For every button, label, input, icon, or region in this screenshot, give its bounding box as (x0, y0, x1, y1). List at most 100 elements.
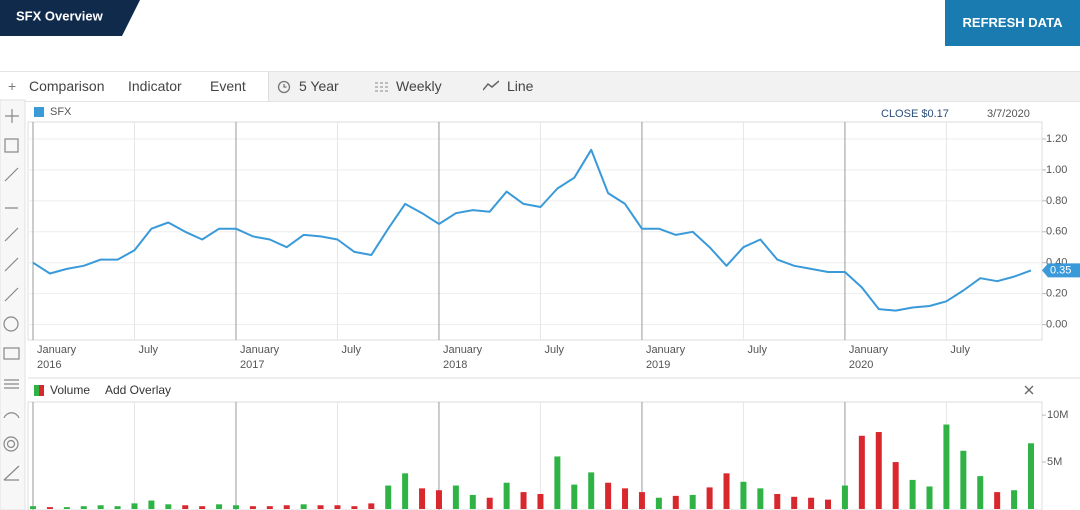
volume-bar (63, 507, 70, 509)
volume-bar (841, 485, 848, 509)
toolbar-item[interactable]: Indicator (128, 78, 182, 94)
y-tick-label: 0.00 (1046, 318, 1067, 330)
interval-icon (375, 82, 389, 92)
volume-bar (435, 490, 442, 509)
volume-bar (300, 504, 307, 509)
volume-legend: Volume (50, 383, 90, 397)
volume-bar (30, 506, 36, 509)
volume-bar (723, 473, 730, 509)
volume-bar (216, 504, 223, 509)
x-tick-label: July (950, 344, 970, 356)
refresh-button[interactable]: REFRESH DATA (945, 0, 1080, 46)
volume-bar (334, 505, 341, 509)
y-tick-label: 1.20 (1046, 133, 1067, 145)
y-tick-label: 0.80 (1046, 195, 1067, 207)
x-tick-label: January 2017 (240, 344, 280, 371)
x-tick-label: July (544, 344, 564, 356)
title-banner: SFX Overview (0, 0, 140, 36)
volume-swatch (34, 385, 39, 396)
label-line: January (240, 344, 280, 356)
volume-bar (605, 482, 612, 509)
price-frame (27, 121, 1043, 341)
toolbar-item[interactable]: Event (210, 78, 246, 94)
volume-bar (317, 505, 324, 509)
chart-style-setting[interactable]: Line (507, 78, 534, 94)
x-tick-label: January 2020 (849, 344, 889, 371)
page-title: SFX Overview (16, 8, 104, 23)
volume-bar (182, 505, 189, 509)
label-line: 2016 (37, 359, 61, 371)
y-tick-label: 0.20 (1046, 288, 1067, 300)
line-icon (483, 80, 499, 91)
y-tick-label: 0.60 (1046, 226, 1067, 238)
label-line: January (37, 344, 77, 356)
volume-bar (419, 488, 426, 509)
volume-bar (825, 499, 832, 509)
volume-bar (875, 432, 882, 509)
volume-bar (165, 504, 172, 509)
volume-bar (977, 476, 984, 509)
label-line: July (747, 344, 767, 356)
volume-bar (486, 497, 493, 509)
volume-bar (858, 435, 865, 509)
settings-bar: 5 Year Weekly Line (268, 72, 1080, 101)
volume-bar (266, 506, 273, 509)
volume-bar (1011, 490, 1018, 509)
volume-bar (351, 506, 358, 509)
volume-bar (994, 492, 1001, 509)
last-value-label: 0.35 (1050, 264, 1071, 276)
volume-bar (571, 484, 578, 509)
volume-bar (774, 493, 781, 509)
clock-icon (277, 80, 291, 94)
volume-swatch (39, 385, 44, 396)
volume-bar (554, 456, 561, 509)
add-overlay[interactable]: Add Overlay (105, 383, 171, 397)
volume-bar (80, 506, 87, 509)
volume-bar (148, 500, 155, 509)
volume-bar (909, 479, 916, 509)
volume-bar (520, 492, 527, 509)
label-line: 2018 (443, 359, 467, 371)
volume-frame (27, 401, 1043, 510)
toolbar: + Comparison Indicator Event 5 Year Week… (0, 71, 1080, 102)
volume-bar (232, 505, 239, 509)
label-line: January (443, 344, 483, 356)
label-line: 2017 (240, 359, 264, 371)
volume-bar (960, 450, 967, 509)
volume-bar (385, 485, 392, 509)
volume-bar (283, 505, 290, 509)
price-line (32, 148, 1032, 312)
interval-setting[interactable]: Weekly (396, 78, 442, 94)
title-shape (0, 0, 140, 36)
volume-bar (672, 495, 679, 509)
volume-bar (706, 487, 713, 509)
label-line: 2019 (646, 359, 670, 371)
toolbar-item[interactable]: Comparison (29, 78, 105, 94)
volume-bar (368, 503, 375, 509)
volume-bar (791, 496, 798, 509)
volume-bar (402, 473, 409, 509)
x-tick-label: July (341, 344, 361, 356)
volume-bar (588, 472, 595, 509)
x-tick-label: January 2016 (37, 344, 77, 371)
volume-bar (249, 506, 256, 509)
volume-bar (808, 497, 815, 509)
volume-bar (1028, 443, 1034, 509)
volume-bar (469, 494, 476, 509)
y-tick-label: 1.00 (1046, 164, 1067, 176)
range-setting[interactable]: 5 Year (299, 78, 339, 94)
volume-bar (757, 488, 764, 509)
volume-bar (926, 486, 933, 509)
close-pane[interactable] (1024, 385, 1034, 395)
x-tick-label: January 2019 (646, 344, 686, 371)
x-tick-label: July (138, 344, 158, 356)
volume-bar (46, 507, 53, 509)
y-tick-label: 5M (1047, 456, 1062, 468)
y-tick-label: 10M (1047, 409, 1068, 421)
volume-bar (131, 503, 138, 509)
volume-bar (452, 485, 459, 509)
volume-bar (689, 494, 696, 509)
volume-bar (740, 481, 747, 509)
